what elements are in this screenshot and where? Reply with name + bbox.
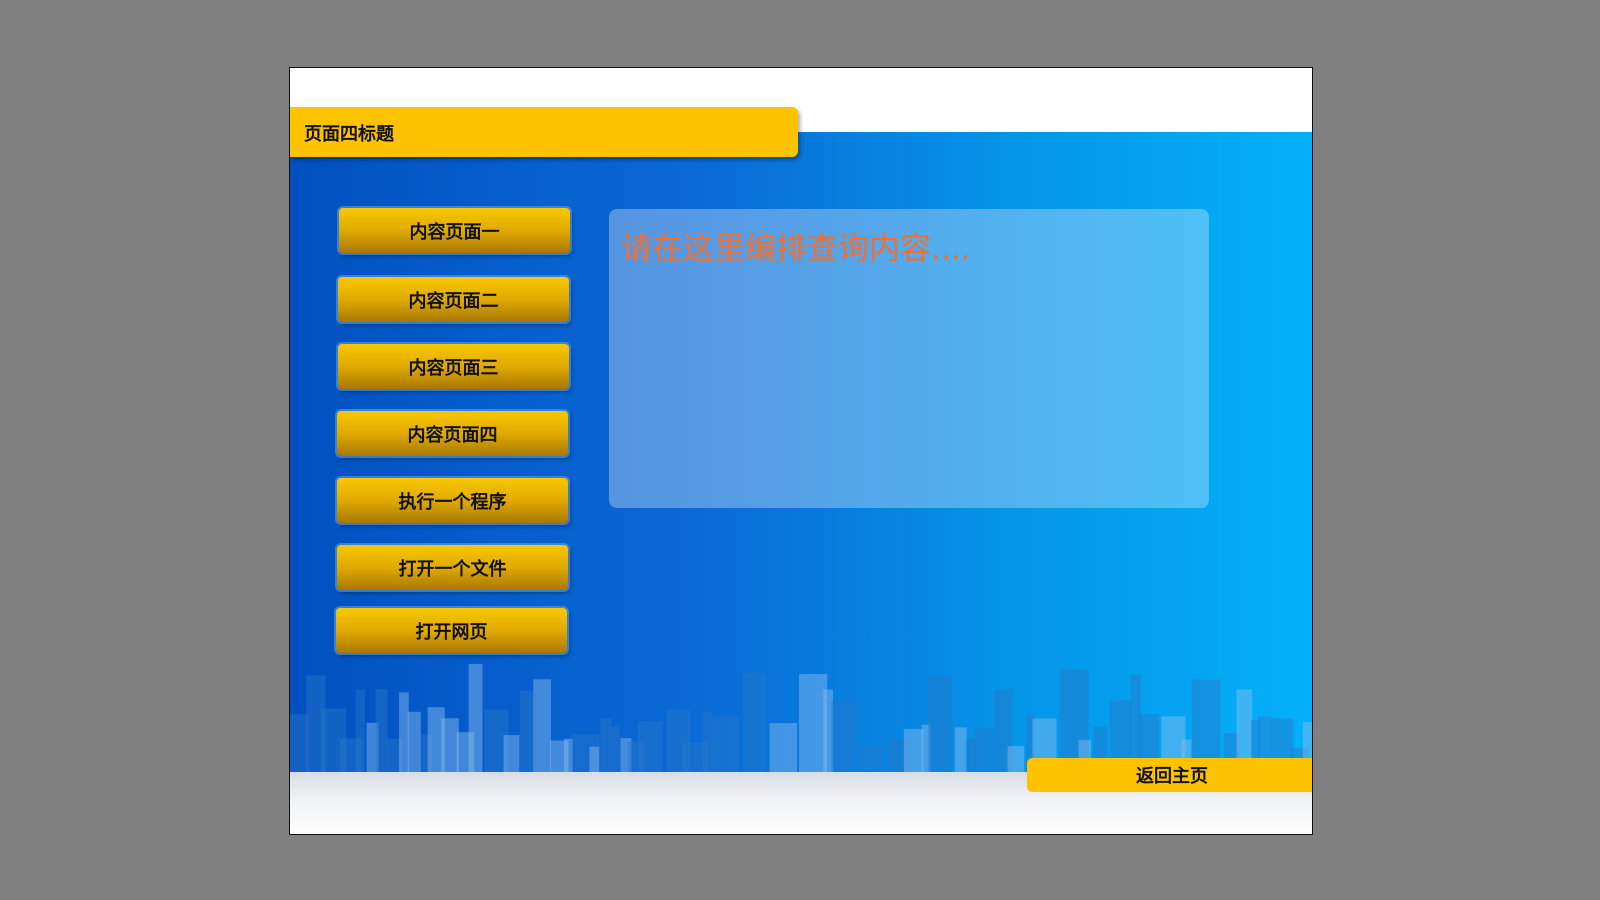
skyline-building xyxy=(703,711,712,773)
skyline-building xyxy=(928,675,953,773)
skyline-building xyxy=(666,709,691,773)
skyline-building xyxy=(572,734,600,773)
skyline-building xyxy=(290,714,309,773)
nav-button-content-page-3[interactable]: 内容页面三 xyxy=(338,344,569,389)
skyline-building xyxy=(339,738,363,773)
skyline-building xyxy=(564,738,573,773)
skyline-building xyxy=(468,663,483,773)
skyline-building xyxy=(375,688,388,773)
skyline-building xyxy=(1109,700,1132,773)
skyline-building xyxy=(520,690,534,773)
skyline-building xyxy=(1302,722,1312,773)
page-title: 页面四标题 xyxy=(304,124,394,145)
skyline-building xyxy=(610,726,620,773)
skyline-building xyxy=(1007,746,1025,773)
skyline-building xyxy=(637,720,663,773)
skyline-building xyxy=(1250,720,1261,773)
skyline-building xyxy=(533,679,552,773)
skyline-building xyxy=(966,738,976,773)
skyline-building xyxy=(1130,674,1142,773)
nav-button-content-page-4[interactable]: 内容页面四 xyxy=(337,411,568,456)
skyline-building xyxy=(799,673,828,773)
skyline-building xyxy=(386,738,402,773)
skyline-building xyxy=(994,689,1013,773)
skyline-building xyxy=(823,689,834,773)
skyline-building xyxy=(366,722,379,773)
presentation-page: 页面四标题 内容页面一 内容页面二 内容页面三 内容页面四 执行一个程序 打开一… xyxy=(289,67,1313,835)
nav-button-content-page-2[interactable]: 内容页面二 xyxy=(338,277,569,322)
skyline-building xyxy=(1181,739,1192,773)
skyline-building xyxy=(921,724,931,773)
skyline-building xyxy=(420,734,432,773)
skyline-building xyxy=(974,728,994,773)
skyline-building xyxy=(887,738,911,773)
content-panel: 请在这里编排查询内容.... xyxy=(609,209,1209,508)
open-file-button[interactable]: 打开一个文件 xyxy=(337,545,568,590)
content-placeholder-text: 请在这里编排查询内容.... xyxy=(621,231,971,267)
skyline-building xyxy=(769,723,798,773)
skyline-building xyxy=(831,701,856,773)
skyline-building xyxy=(321,708,347,773)
skyline-building xyxy=(441,718,459,773)
skyline-building xyxy=(711,716,740,773)
skyline-building xyxy=(681,743,710,773)
skyline-building xyxy=(355,689,365,773)
skyline-building xyxy=(456,732,475,773)
skyline-building xyxy=(1191,679,1221,773)
skyline-building xyxy=(1236,689,1253,773)
skyline-building xyxy=(550,740,569,773)
skyline-building xyxy=(407,711,421,773)
skyline-building xyxy=(742,672,766,773)
skyline-building xyxy=(399,692,409,773)
skyline-building xyxy=(954,727,967,773)
skyline-building xyxy=(484,709,509,773)
skyline-building xyxy=(627,741,645,773)
return-home-button[interactable]: 返回主页 xyxy=(1027,758,1312,792)
skyline-building xyxy=(306,675,326,773)
skyline-building xyxy=(1059,668,1089,773)
skyline-building xyxy=(427,707,445,773)
skyline-building xyxy=(620,738,632,773)
skyline-building xyxy=(589,746,600,773)
skyline-building xyxy=(503,735,520,773)
nav-button-content-page-1[interactable]: 内容页面一 xyxy=(339,208,570,253)
skyline-building xyxy=(903,729,924,773)
run-program-button[interactable]: 执行一个程序 xyxy=(337,478,568,523)
open-webpage-button[interactable]: 打开网页 xyxy=(336,608,567,653)
city-skyline-image xyxy=(290,663,1312,773)
skyline-building xyxy=(1026,715,1035,773)
title-bar: 页面四标题 xyxy=(290,107,798,157)
skyline-building xyxy=(859,744,883,773)
skyline-building xyxy=(600,718,612,773)
